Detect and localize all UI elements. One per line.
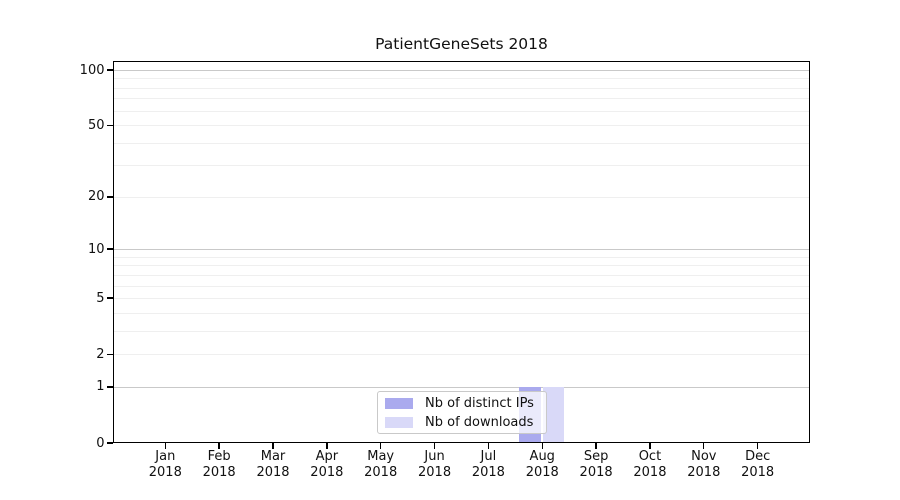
gridline	[113, 298, 810, 300]
y-tick-mark	[106, 442, 113, 444]
legend: Nb of distinct IPs Nb of downloads	[377, 391, 547, 434]
x-tick-month: Mar	[260, 449, 286, 464]
x-tick-label: Apr 2018	[292, 449, 362, 480]
x-tick-month: Jan	[155, 449, 176, 464]
x-tick-label: Dec 2018	[723, 449, 793, 480]
gridline	[113, 265, 810, 267]
legend-item: Nb of downloads	[385, 414, 546, 430]
x-tick-year: 2018	[579, 464, 613, 480]
x-tick-label: Feb 2018	[184, 449, 254, 480]
chart-title: PatientGeneSets 2018	[375, 35, 548, 53]
gridline	[113, 165, 810, 167]
x-tick-mark	[703, 443, 705, 449]
y-tick-label: 100	[79, 62, 105, 78]
legend-swatch	[385, 397, 413, 409]
x-tick-mark	[326, 443, 328, 449]
x-tick-year: 2018	[310, 464, 344, 480]
gridline	[113, 87, 810, 89]
legend-swatch	[385, 416, 413, 428]
gridline	[113, 285, 810, 287]
x-tick-month: Sep	[583, 449, 609, 464]
x-tick-month: Dec	[745, 449, 771, 464]
x-tick-label: Oct 2018	[615, 449, 685, 480]
x-tick-year: 2018	[471, 464, 505, 480]
y-tick-label: 50	[87, 117, 105, 133]
x-tick-label: Nov 2018	[669, 449, 739, 480]
x-tick-label: May 2018	[346, 449, 416, 480]
x-tick-label: Jul 2018	[453, 449, 523, 480]
gridline	[113, 386, 810, 388]
x-tick-mark	[756, 443, 759, 449]
x-tick-mark	[541, 443, 543, 449]
gridline	[113, 249, 810, 251]
x-tick-month: May	[367, 449, 395, 464]
gridline	[113, 312, 810, 314]
x-tick-year: 2018	[741, 464, 775, 480]
gridline	[113, 142, 810, 144]
x-tick-label: Mar 2018	[238, 449, 308, 480]
x-tick-label: Aug 2018	[507, 449, 577, 480]
y-tick-mark	[106, 69, 113, 71]
x-tick-year: 2018	[418, 464, 452, 480]
x-tick-mark	[380, 443, 382, 449]
x-tick-year: 2018	[256, 464, 290, 480]
x-tick-month: Nov	[691, 449, 717, 464]
x-tick-year: 2018	[202, 464, 236, 480]
gridline	[113, 78, 810, 80]
x-tick-month: Apr	[315, 449, 339, 464]
y-tick-mark	[106, 196, 113, 198]
x-tick-year: 2018	[525, 464, 559, 480]
plot-frame	[113, 61, 810, 443]
x-tick-mark	[164, 443, 166, 449]
x-tick-mark	[433, 443, 436, 449]
y-tick-label: 2	[96, 346, 105, 362]
x-tick-year: 2018	[687, 464, 721, 480]
x-tick-month: Jul	[480, 449, 497, 464]
x-tick-year: 2018	[364, 464, 398, 480]
gridline	[113, 330, 810, 332]
gridline	[113, 196, 810, 198]
gridline	[113, 70, 810, 71]
gridline	[113, 125, 810, 127]
x-tick-month: Feb	[207, 449, 231, 464]
x-tick-mark	[487, 443, 490, 449]
y-tick-mark	[106, 124, 113, 126]
y-tick-label: 10	[87, 241, 105, 257]
x-tick-label: Jun 2018	[400, 449, 470, 480]
y-tick-label: 5	[96, 290, 105, 306]
legend-item: Nb of distinct IPs	[385, 395, 546, 411]
x-tick-label: Jan 2018	[130, 449, 200, 480]
y-tick-mark	[106, 353, 113, 355]
y-tick-mark	[106, 386, 113, 388]
x-tick-month: Oct	[638, 449, 662, 464]
x-tick-label: Sep 2018	[561, 449, 631, 480]
gridline	[113, 256, 810, 258]
x-tick-year: 2018	[148, 464, 182, 480]
gridline	[113, 110, 810, 112]
plot-area	[113, 61, 810, 443]
legend-label: Nb of distinct IPs	[425, 395, 534, 411]
x-tick-mark	[272, 443, 274, 449]
legend-label: Nb of downloads	[425, 414, 534, 430]
x-tick-month: Jun	[424, 449, 445, 464]
gridline	[113, 354, 810, 356]
y-tick-label: 20	[87, 189, 105, 205]
x-tick-mark	[218, 443, 220, 449]
y-tick-mark	[106, 248, 113, 250]
x-tick-month: Aug	[529, 449, 555, 464]
y-tick-label: 1	[96, 379, 105, 395]
x-tick-mark	[595, 443, 597, 449]
bar-nb-of-downloads	[543, 386, 565, 443]
x-tick-mark	[649, 443, 651, 449]
y-tick-mark	[106, 297, 113, 299]
x-tick-year: 2018	[633, 464, 667, 480]
gridline	[113, 98, 810, 100]
gridline	[113, 274, 810, 276]
y-tick-label: 0	[96, 435, 105, 451]
